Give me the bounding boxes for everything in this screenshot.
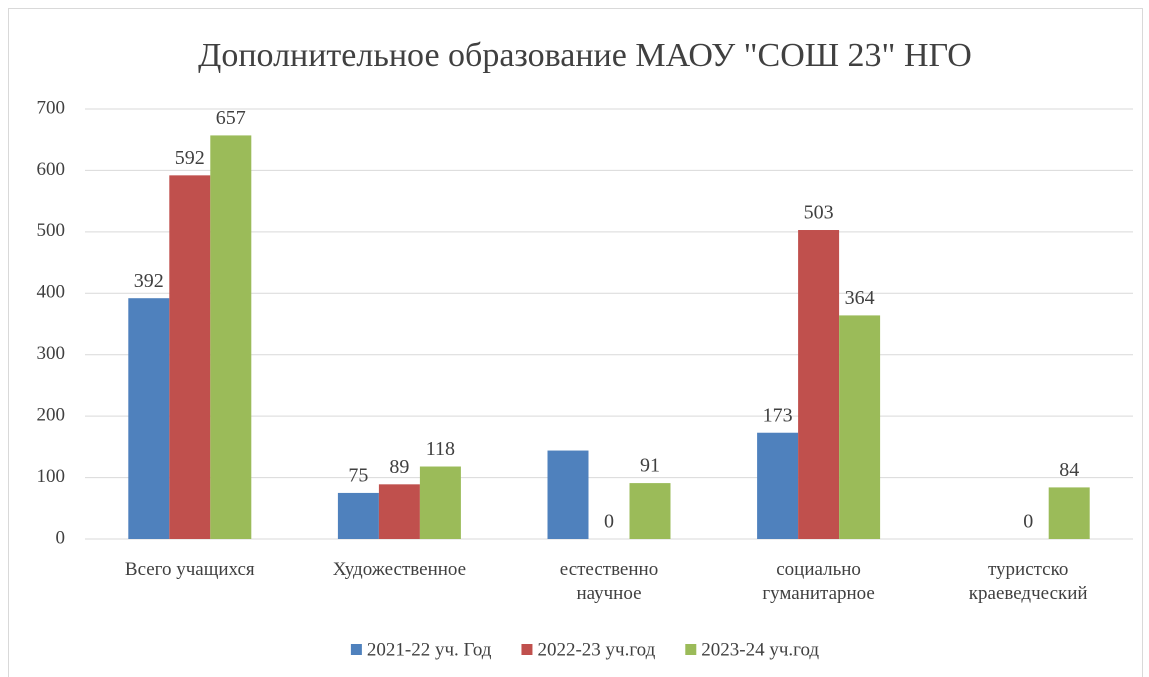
x-tick-label: Художественное (332, 559, 467, 580)
legend-label: 2023-24 уч.год (701, 639, 819, 660)
data-label: 364 (845, 287, 875, 309)
bar (798, 230, 840, 539)
legend-swatch (350, 644, 362, 655)
bar (419, 466, 461, 539)
bar (378, 484, 420, 539)
data-label: 118 (426, 438, 455, 460)
data-label: 0 (604, 511, 614, 533)
bar (169, 175, 211, 540)
bar (128, 298, 170, 539)
bar (547, 450, 589, 539)
chart-title: Дополнительное образование МАОУ "СОШ 23"… (198, 37, 972, 74)
y-tick-label: 0 (56, 527, 66, 548)
y-tick-label: 400 (37, 282, 66, 303)
y-tick-label: 100 (37, 466, 66, 487)
bar (337, 492, 379, 539)
data-label: 89 (389, 456, 409, 478)
data-label: 173 (763, 404, 793, 426)
data-label: 75 (348, 465, 368, 487)
x-tick-label: социально гуманитарное (762, 559, 875, 604)
data-label: 0 (1023, 511, 1033, 533)
bar (1048, 487, 1090, 539)
y-tick-label: 200 (37, 405, 66, 426)
x-tick-label: естественно научное (559, 559, 659, 604)
bar (629, 483, 671, 539)
y-tick-label: 500 (37, 220, 66, 241)
data-label: 392 (134, 270, 164, 292)
y-tick-label: 600 (37, 159, 66, 180)
legend-swatch (685, 644, 697, 655)
x-tick-label: Всего учащихся (124, 559, 255, 580)
legend-label: 2022-23 уч.год (537, 639, 655, 660)
y-tick-label: 300 (37, 343, 66, 364)
legend-label: 2021-22 уч. Год (367, 639, 492, 660)
x-tick-label: туристско краеведческий (968, 559, 1088, 604)
legend-swatch (521, 644, 533, 655)
data-label: 592 (175, 147, 205, 169)
bar (757, 432, 799, 539)
bar (839, 315, 881, 539)
data-label: 84 (1059, 459, 1079, 481)
data-label: 503 (804, 202, 834, 224)
data-label: 657 (216, 107, 246, 129)
data-label: 91 (640, 455, 660, 477)
bar (210, 135, 252, 539)
y-tick-label: 700 (37, 97, 66, 118)
